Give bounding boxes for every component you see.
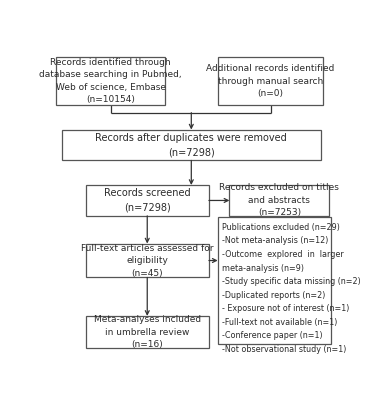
FancyBboxPatch shape [86,316,209,348]
Text: Publications excluded (n=29)
-Not meta-analysis (n=12)
-Outcome  explored  in  l: Publications excluded (n=29) -Not meta-a… [222,223,361,354]
Text: Full-text articles assessed for
eligibility
(n=45): Full-text articles assessed for eligibil… [81,244,213,278]
FancyBboxPatch shape [230,185,329,216]
Text: Records excluded on titles
and abstracts
(n=7253): Records excluded on titles and abstracts… [219,184,339,218]
Text: Additional records identified
through manual search
(n=0): Additional records identified through ma… [207,64,335,98]
FancyBboxPatch shape [218,218,331,344]
Text: Meta-analyses included
in umbrella review
(n=16): Meta-analyses included in umbrella revie… [94,315,201,349]
Text: Records identified through
database searching in Pubmed,
Web of science, Embase
: Records identified through database sear… [39,58,182,104]
FancyBboxPatch shape [86,185,209,216]
FancyBboxPatch shape [86,244,209,278]
FancyBboxPatch shape [62,130,321,160]
FancyBboxPatch shape [56,57,165,105]
Text: Records after duplicates were removed
(n=7298): Records after duplicates were removed (n… [96,133,287,157]
FancyBboxPatch shape [218,57,323,105]
Text: Records screened
(n=7298): Records screened (n=7298) [104,188,191,212]
